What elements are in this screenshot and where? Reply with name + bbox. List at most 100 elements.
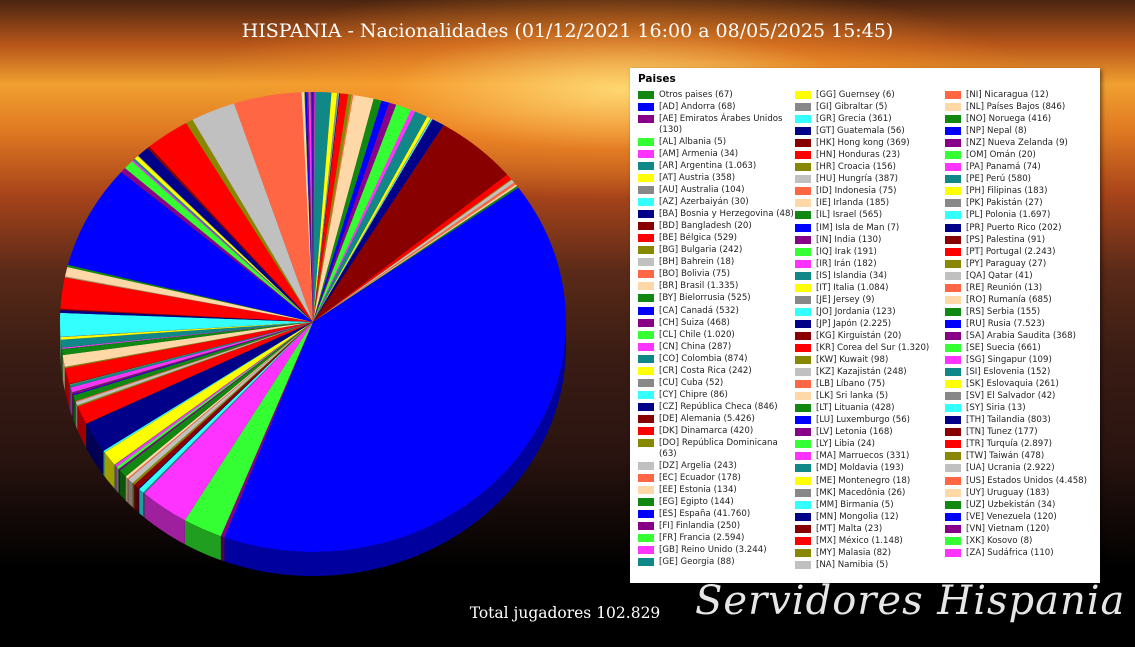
legend-swatch (638, 282, 654, 290)
legend-label: [FR] Francia (2.594) (659, 533, 795, 544)
legend-swatch (638, 415, 654, 423)
legend-item: [TH] Tailandia (803) (945, 415, 1102, 426)
legend-item: [IE] Irlanda (185) (795, 198, 952, 209)
legend-item: [JE] Jersey (9) (795, 295, 952, 306)
legend-label: [TR] Turquía (2.897) (966, 439, 1102, 450)
legend-label: [DE] Alemania (5.426) (659, 414, 795, 425)
legend-item: [LV] Letonia (168) (795, 427, 952, 438)
legend-item: [MM] Birmania (5) (795, 500, 952, 511)
legend-label: [HR] Croacia (156) (816, 162, 952, 173)
legend-swatch (795, 356, 811, 364)
legend-label: [HK] Hong kong (369) (816, 138, 952, 149)
legend-swatch (945, 91, 961, 99)
legend-label: [TW] Taiwán (478) (966, 451, 1102, 462)
legend-label: [DO] República Dominicana (63) (659, 438, 795, 459)
legend-column-3: [NI] Nicaragua (12) [NL] Países Bajos (84… (945, 90, 1102, 560)
legend-label: [ZA] Sudáfrica (110) (966, 548, 1102, 559)
legend-swatch (945, 416, 961, 424)
legend-swatch (638, 319, 654, 327)
legend-label: [MY] Malasia (82) (816, 548, 952, 559)
legend-item: [CZ] República Checa (846) (638, 402, 795, 413)
legend-swatch (945, 368, 961, 376)
legend-label: [PE] Perú (580) (966, 174, 1102, 185)
pie-side-slice (139, 489, 140, 514)
legend-item: [RO] Rumanía (685) (945, 295, 1102, 306)
legend-item: [CR] Costa Rica (242) (638, 366, 795, 377)
legend-item: [AZ] Azerbaiyán (30) (638, 197, 795, 208)
legend-label: [AD] Andorra (68) (659, 102, 795, 113)
legend-label: [SY] Siria (13) (966, 403, 1102, 414)
pie-side-slice (128, 478, 129, 503)
legend-label: [UY] Uruguay (183) (966, 488, 1102, 499)
legend-label: [BH] Bahrein (18) (659, 257, 795, 268)
legend-label: [IE] Irlanda (185) (816, 198, 952, 209)
legend-item: [SY] Siria (13) (945, 403, 1102, 414)
legend-swatch (795, 260, 811, 268)
legend-item: [MK] Macedônia (26) (795, 488, 952, 499)
legend-item: [KR] Corea del Sur (1.320) (795, 343, 952, 354)
legend-swatch (795, 236, 811, 244)
legend-swatch (638, 474, 654, 482)
legend-label: [RU] Rusia (7.523) (966, 319, 1102, 330)
legend-swatch (638, 222, 654, 230)
legend-label: [QA] Qatar (41) (966, 271, 1102, 282)
legend-label: [TH] Tailandia (803) (966, 415, 1102, 426)
legend-label: [LU] Luxemburgo (56) (816, 415, 952, 426)
legend-label: [NI] Nicaragua (12) (966, 90, 1102, 101)
legend-swatch (638, 379, 654, 387)
legend-swatch (638, 246, 654, 254)
legend-swatch (945, 464, 961, 472)
legend-swatch (638, 391, 654, 399)
legend-label: [EC] Ecuador (178) (659, 473, 795, 484)
legend-item: [IR] Irán (182) (795, 259, 952, 270)
legend-label: [JO] Jordania (123) (816, 307, 952, 318)
legend-item: [ZA] Sudáfrica (110) (945, 548, 1102, 559)
legend-swatch (638, 498, 654, 506)
legend-item: [AE] Emiratos Árabes Unidos (130) (638, 114, 795, 135)
legend-label: [RS] Serbia (155) (966, 307, 1102, 318)
legend-label: [SK] Eslovaquia (261) (966, 379, 1102, 390)
legend-item: [PT] Portugal (2.243) (945, 247, 1102, 258)
legend-label: [SI] Eslovenia (152) (966, 367, 1102, 378)
legend-label: [CN] China (287) (659, 342, 795, 353)
legend-item: [LT] Lituania (428) (795, 403, 952, 414)
legend-item: [MN] Mongolia (12) (795, 512, 952, 523)
legend-swatch (945, 320, 961, 328)
legend-item: [VE] Venezuela (120) (945, 512, 1102, 523)
legend-label: [UZ] Uzbekistán (34) (966, 500, 1102, 511)
legend-swatch (638, 258, 654, 266)
legend-item: [CY] Chipre (86) (638, 390, 795, 401)
pie-side-slice (143, 493, 144, 518)
legend-swatch (945, 308, 961, 316)
legend-swatch (638, 150, 654, 158)
legend-item: [AD] Andorra (68) (638, 102, 795, 113)
legend-label: [CA] Canadá (532) (659, 306, 795, 317)
legend-label: [CU] Cuba (52) (659, 378, 795, 389)
legend-item: [UZ] Uzbekistán (34) (945, 500, 1102, 511)
legend-swatch (945, 248, 961, 256)
legend-label: [KR] Corea del Sur (1.320) (816, 343, 952, 354)
legend-item: [BA] Bosnia y Herzegovina (48) (638, 209, 795, 220)
legend-swatch (795, 127, 811, 135)
legend-item: [DE] Alemania (5.426) (638, 414, 795, 425)
legend-swatch (945, 236, 961, 244)
legend-item: [GB] Reino Unido (3.244) (638, 545, 795, 556)
legend-label: [ID] Indonesia (75) (816, 186, 952, 197)
legend-label: [IN] India (130) (816, 235, 952, 246)
legend-item: [RU] Rusia (7.523) (945, 319, 1102, 330)
legend-label: [LV] Letonia (168) (816, 427, 952, 438)
legend-item: [DO] República Dominicana (63) (638, 438, 795, 459)
legend-label: [PY] Paraguay (27) (966, 259, 1102, 270)
pie-side-slice (133, 483, 135, 509)
legend-item: [BH] Bahrein (18) (638, 257, 795, 268)
legend-item: [SV] El Salvador (42) (945, 391, 1102, 402)
legend-swatch (795, 464, 811, 472)
legend-label: [BG] Bulgaria (242) (659, 245, 795, 256)
legend-label: [ES] España (41.760) (659, 509, 795, 520)
pie-side-slice (103, 451, 104, 476)
legend-label: [GI] Gibraltar (5) (816, 102, 952, 113)
legend-swatch (638, 558, 654, 566)
legend-swatch (638, 174, 654, 182)
legend-item: [JO] Jordania (123) (795, 307, 952, 318)
legend-swatch (795, 549, 811, 557)
